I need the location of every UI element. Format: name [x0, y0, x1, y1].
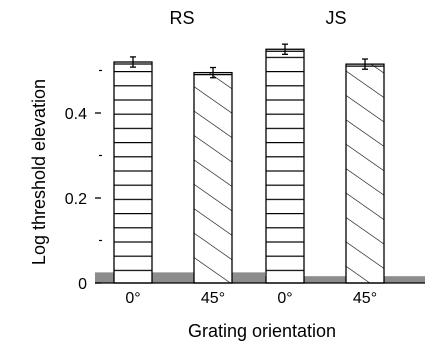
- baseline-band-rs: [95, 272, 265, 283]
- y-axis-ticks: 0 0.2 0.4: [65, 69, 102, 293]
- y-tick-label: 0.4: [65, 106, 87, 123]
- panel-labels: RS JS: [169, 8, 346, 28]
- bars-group: [113, 48, 385, 284]
- y-tick-label: 0: [78, 276, 87, 293]
- x-tick-label: 45°: [201, 290, 225, 307]
- panel-label-js: JS: [325, 8, 346, 28]
- y-axis-label: Log threshold elevation: [29, 79, 49, 265]
- y-tick-label: 0.2: [65, 191, 87, 208]
- baseline-band-js: [265, 276, 425, 283]
- x-tick-label: 0°: [125, 290, 140, 307]
- x-tick-label: 0°: [277, 290, 292, 307]
- x-tick-labels: 0° 45° 0° 45°: [125, 290, 377, 307]
- bar-js-45deg: [345, 63, 385, 284]
- bar-rs-0deg: [113, 61, 153, 284]
- bar-js-0deg: [265, 48, 305, 284]
- x-tick-label: 45°: [353, 290, 377, 307]
- panel-label-rs: RS: [169, 8, 194, 28]
- x-axis-label: Grating orientation: [188, 321, 336, 341]
- bar-rs-45deg: [193, 71, 233, 284]
- baseline-bands: [95, 272, 425, 283]
- error-bars-group: [130, 43, 368, 79]
